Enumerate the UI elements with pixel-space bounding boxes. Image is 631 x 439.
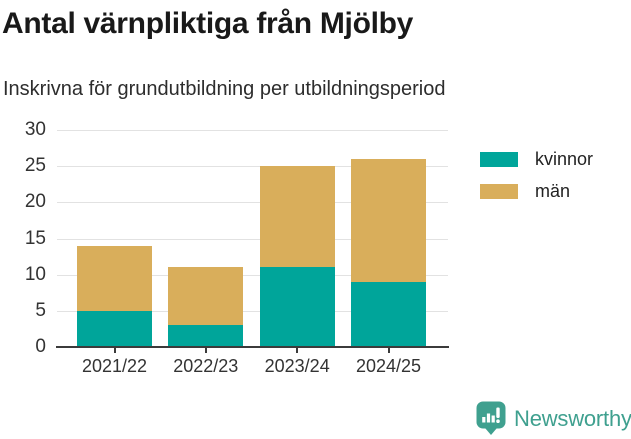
bar-segment-män bbox=[351, 158, 426, 282]
bar-segment-kvinnor bbox=[77, 310, 152, 347]
legend-swatch-män bbox=[480, 184, 518, 199]
y-axis-tick-label: 0 bbox=[35, 336, 46, 357]
gridline-y-30 bbox=[57, 130, 448, 131]
x-axis-tick-label: 2021/22 bbox=[81, 356, 148, 376]
bar-segment-män bbox=[259, 166, 335, 268]
bar-segment-kvinnor bbox=[259, 267, 335, 347]
x-axis-tick-label: 2024/25 bbox=[355, 356, 422, 376]
legend-label: kvinnor bbox=[535, 149, 594, 169]
bar-segment-kvinnor bbox=[351, 281, 426, 347]
x-axis-tick bbox=[387, 348, 390, 353]
gridline-y-25 bbox=[57, 166, 448, 168]
y-axis-tick-label: 10 bbox=[24, 263, 46, 285]
x-axis-tick-label: 2022/23 bbox=[173, 356, 239, 376]
bar-segment-kvinnor bbox=[168, 325, 244, 347]
y-axis-tick-label: 30 bbox=[24, 119, 46, 140]
x-axis-line bbox=[56, 346, 449, 348]
gridline-y-10 bbox=[57, 274, 448, 276]
x-axis-tick bbox=[204, 348, 207, 353]
gridline-y-20 bbox=[57, 202, 448, 204]
bar-segment-män bbox=[168, 267, 244, 326]
legend-item-kvinnor: kvinnor bbox=[480, 149, 593, 170]
bar-segment-män bbox=[77, 245, 152, 311]
bar-chart-speech-bubble-icon bbox=[476, 401, 506, 435]
x-axis-tick bbox=[113, 348, 116, 353]
gridline-y-15 bbox=[57, 238, 448, 240]
newsworthy-logo: Newsworthy bbox=[476, 401, 631, 436]
gridline-y-5 bbox=[57, 310, 448, 312]
chart-subtitle: Inskrivna för grundutbildning per utbild… bbox=[3, 78, 446, 100]
y-axis-tick-label: 25 bbox=[24, 155, 46, 177]
y-axis-tick-label: 5 bbox=[35, 299, 46, 321]
y-axis-tick-label: 15 bbox=[24, 227, 46, 249]
x-axis-tick bbox=[296, 348, 299, 353]
chart-title: Antal värnpliktiga från Mjölby bbox=[2, 7, 414, 40]
legend-swatch-kvinnor bbox=[480, 152, 518, 167]
newsworthy-wordmark: Newsworthy bbox=[514, 405, 631, 431]
legend-label: män bbox=[535, 181, 571, 201]
x-axis-tick-label: 2023/24 bbox=[264, 356, 330, 376]
y-axis-tick-label: 20 bbox=[24, 191, 46, 213]
legend-item-män: män bbox=[480, 181, 593, 202]
chart-legend: kvinnor män bbox=[480, 149, 593, 213]
